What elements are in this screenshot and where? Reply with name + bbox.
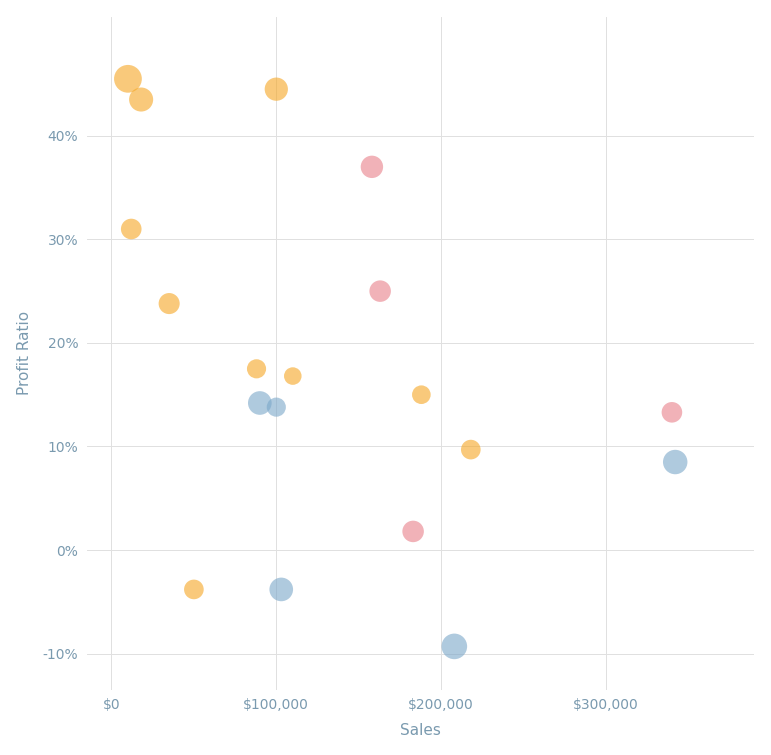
Point [187,584,200,596]
Point [365,161,378,173]
Point [665,406,678,418]
Point [407,525,419,538]
Point [135,94,147,106]
Point [254,397,266,409]
Point [669,456,682,468]
Point [287,370,299,382]
Y-axis label: Profit Ratio: Profit Ratio [17,311,32,396]
Point [122,72,134,85]
Point [275,584,288,596]
Point [374,285,386,297]
Point [270,401,282,413]
Point [416,389,428,401]
X-axis label: Sales: Sales [400,723,441,738]
Point [163,297,175,310]
Point [251,362,263,374]
Point [125,223,137,235]
Point [448,640,460,652]
Point [270,83,282,95]
Point [465,443,477,455]
